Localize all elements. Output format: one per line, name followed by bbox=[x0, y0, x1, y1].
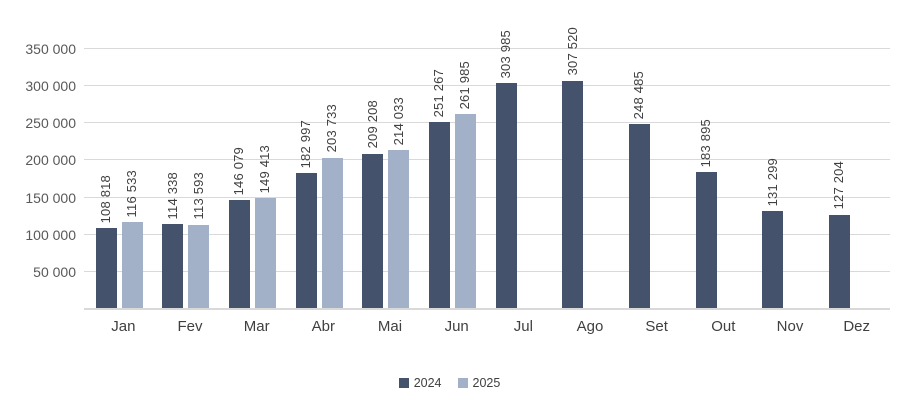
bar-2025-fev[interactable] bbox=[188, 224, 210, 309]
gridline bbox=[84, 48, 890, 49]
bar-value-label: 146 079 bbox=[231, 147, 247, 196]
gridline bbox=[84, 85, 890, 87]
x-axis-labels: Jan Fev Mar Abr Mai Jun Jul Ago Set Out Nov Dez bbox=[90, 318, 890, 340]
bar-2024-mar[interactable] bbox=[228, 200, 250, 309]
gridline bbox=[84, 270, 890, 272]
bar-value-label: 203 733 bbox=[324, 104, 339, 153]
gridline bbox=[84, 196, 890, 198]
y-tick-label: 300 000 bbox=[25, 78, 76, 95]
bar-value-label: 149 413 bbox=[257, 144, 273, 194]
bar-value-label: 307 520 bbox=[564, 27, 580, 76]
x-tick-label-jun: Jun bbox=[444, 318, 469, 335]
x-tick-label-mai: Mai bbox=[377, 318, 403, 335]
x-axis-line bbox=[84, 308, 890, 310]
bar-value-label: 108 818 bbox=[98, 174, 113, 224]
legend-item-2025[interactable]: 2025 bbox=[457, 376, 501, 390]
x-tick-label-dez: Dez bbox=[843, 318, 870, 335]
bar-value-label: 183 895 bbox=[698, 119, 713, 168]
bar-2025-jun[interactable] bbox=[454, 114, 476, 309]
bar-value-label: 209 208 bbox=[364, 100, 380, 149]
bar-value-label: 303 985 bbox=[498, 29, 513, 79]
bar-value-label: 251 267 bbox=[431, 68, 447, 118]
bar-2024-jun[interactable] bbox=[428, 122, 450, 309]
bar-2024-ago[interactable] bbox=[562, 80, 584, 309]
legend-item-2024[interactable]: 2024 bbox=[398, 376, 442, 390]
legend-label-2025: 2025 bbox=[472, 376, 501, 390]
gridline bbox=[84, 122, 890, 124]
gridline bbox=[84, 159, 890, 161]
bar-2024-set[interactable] bbox=[628, 124, 650, 309]
x-tick-label-abr: Abr bbox=[311, 318, 335, 335]
bar-2024-abr[interactable] bbox=[295, 173, 317, 309]
bar-value-label: 182 997 bbox=[298, 119, 313, 169]
y-tick-label: 350 000 bbox=[25, 41, 76, 57]
bar-value-label: 214 033 bbox=[390, 96, 406, 146]
x-tick-label-mar: Mar bbox=[243, 318, 270, 335]
bar-value-label: 127 204 bbox=[831, 161, 847, 210]
bar-2024-jul[interactable] bbox=[495, 83, 517, 309]
y-tick-label: 200 000 bbox=[25, 152, 76, 169]
legend: 2024 2025 bbox=[0, 376, 899, 390]
legend-label-2024: 2024 bbox=[413, 376, 442, 390]
plot-area: 108 818 114 338 146 079 182 997 209 208 251 2… bbox=[84, 27, 890, 309]
bar-2025-abr[interactable] bbox=[321, 157, 343, 309]
legend-swatch-2024-icon bbox=[398, 378, 409, 388]
bar-2024-nov[interactable] bbox=[762, 211, 784, 309]
bar-value-label: 116 533 bbox=[124, 170, 139, 218]
legend-swatch-2025-icon bbox=[457, 378, 468, 388]
y-tick-label: 250 000 bbox=[25, 115, 76, 132]
bar-2024-mai[interactable] bbox=[362, 153, 384, 309]
x-tick-label-jul: Jul bbox=[513, 318, 533, 335]
bar-2025-mar[interactable] bbox=[254, 198, 276, 309]
bar-value-label: 113 593 bbox=[190, 172, 206, 220]
bar-2025-mai[interactable] bbox=[388, 150, 410, 309]
y-tick-label: 50 000 bbox=[33, 263, 76, 280]
bar-2024-dez[interactable] bbox=[828, 214, 850, 309]
x-tick-label-set: Set bbox=[645, 318, 668, 335]
x-tick-label-out: Out bbox=[711, 318, 736, 335]
bar-2024-out[interactable] bbox=[695, 172, 717, 309]
bar-value-label: 261 985 bbox=[457, 60, 473, 110]
bar-value-label: 131 299 bbox=[764, 158, 780, 207]
bar-2024-fev[interactable] bbox=[162, 224, 184, 309]
bar-value-label: 114 338 bbox=[164, 171, 180, 220]
x-tick-label-nov: Nov bbox=[776, 318, 804, 335]
bar-value-label: 248 485 bbox=[631, 71, 647, 120]
y-tick-label: 100 000 bbox=[25, 226, 76, 243]
bar-2025-jan[interactable] bbox=[121, 222, 143, 309]
y-tick-label: 150 000 bbox=[25, 189, 76, 206]
x-tick-label-jan: Jan bbox=[111, 318, 136, 335]
x-tick-label-fev: Fev bbox=[177, 318, 203, 335]
y-axis-labels: 50 000 100 000 150 000 200 000 250 000 300 00… bbox=[0, 41, 76, 309]
gridline bbox=[84, 233, 890, 235]
x-tick-label-ago: Ago bbox=[576, 318, 604, 335]
bar-2024-jan[interactable] bbox=[95, 228, 117, 309]
